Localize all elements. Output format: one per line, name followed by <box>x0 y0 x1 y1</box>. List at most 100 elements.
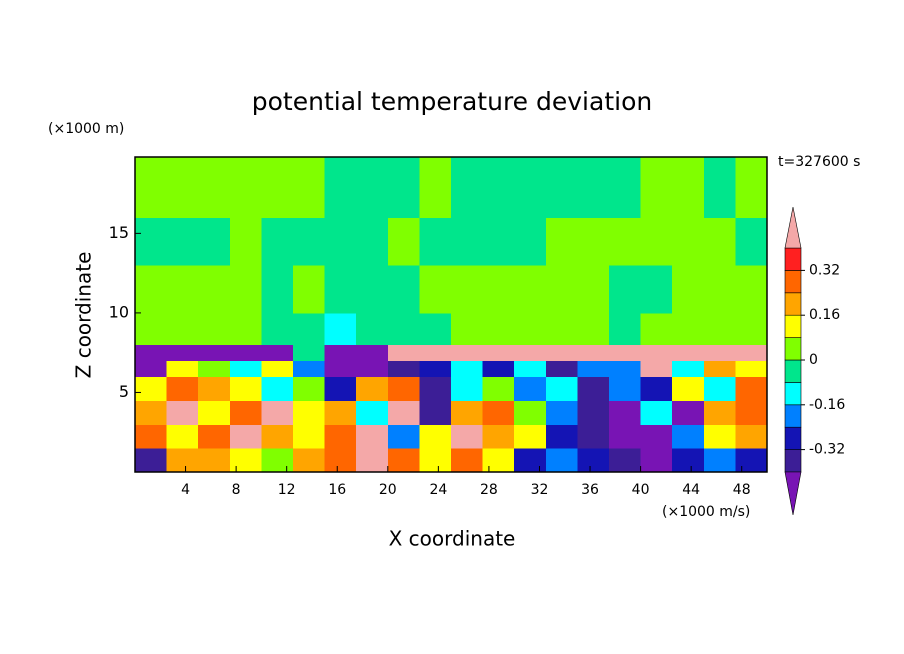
x-tick-label: 8 <box>232 482 241 498</box>
colorbar-extend-top <box>784 206 802 249</box>
field-cell <box>324 424 357 449</box>
field-cell <box>387 376 420 401</box>
field-cell <box>482 424 515 449</box>
field-cell <box>229 424 262 449</box>
field-cell <box>703 360 736 378</box>
field-cell <box>356 344 389 362</box>
field-cell <box>609 157 642 218</box>
field-cell <box>261 376 294 401</box>
field-cell <box>514 376 547 401</box>
field-cell <box>324 448 357 473</box>
field-cell <box>482 157 515 218</box>
field-cell <box>451 360 484 378</box>
x-tick-label: 4 <box>181 482 190 498</box>
field-cell <box>672 448 705 473</box>
field-cell <box>293 360 326 378</box>
field-cell <box>451 344 484 362</box>
field-cell <box>703 217 736 266</box>
field-cell <box>356 360 389 378</box>
colorbar-tick-label: -0.32 <box>809 442 845 458</box>
field-cell <box>166 157 199 218</box>
field-cell <box>324 360 357 378</box>
field-cell <box>514 312 547 346</box>
field-cell <box>229 344 262 362</box>
field-cell <box>387 344 420 362</box>
field-cell <box>198 376 231 401</box>
field-cell <box>166 424 199 449</box>
field-cell <box>356 217 389 266</box>
field-cell <box>482 448 515 473</box>
field-cell <box>545 448 578 473</box>
chart-title: potential temperature deviation <box>252 87 652 116</box>
colorbar-tick-label: 0.16 <box>809 307 840 323</box>
field-cell <box>672 217 705 266</box>
field-cell <box>672 157 705 218</box>
field-cell <box>419 344 452 362</box>
field-cell <box>198 344 231 362</box>
field-cell <box>735 265 768 314</box>
field-cell <box>514 448 547 473</box>
field-cell <box>135 360 168 378</box>
field-cell <box>166 217 199 266</box>
field-cell <box>229 400 262 425</box>
field-cell <box>324 376 357 401</box>
colorbar-band <box>784 247 802 271</box>
field-cell <box>261 360 294 378</box>
field-cell <box>261 344 294 362</box>
field-cell <box>451 157 484 218</box>
colorbar-band <box>784 382 802 406</box>
field-cell <box>293 217 326 266</box>
field-cell <box>135 448 168 473</box>
colorbar-band <box>784 359 802 383</box>
field-cell <box>672 424 705 449</box>
field-cell <box>261 217 294 266</box>
field-cell <box>703 376 736 401</box>
field-cell <box>640 360 673 378</box>
field-cell <box>482 265 515 314</box>
field-cell <box>356 400 389 425</box>
field-cell <box>419 376 452 401</box>
field-cell <box>198 312 231 346</box>
field-cell <box>387 400 420 425</box>
field-cell <box>609 217 642 266</box>
field-cell <box>672 312 705 346</box>
field-cell <box>198 360 231 378</box>
field-cell <box>514 265 547 314</box>
field-cell <box>387 424 420 449</box>
field-cell <box>640 312 673 346</box>
field-cell <box>451 312 484 346</box>
x-axis-label: X coordinate <box>389 527 516 551</box>
field-cell <box>482 344 515 362</box>
field-cell <box>577 448 610 473</box>
field-cell <box>609 376 642 401</box>
field-cell <box>703 265 736 314</box>
field-cell <box>166 344 199 362</box>
field-cell <box>640 424 673 449</box>
field-cell <box>135 312 168 346</box>
field-cell <box>735 360 768 378</box>
field-cell <box>229 360 262 378</box>
field-cell <box>324 265 357 314</box>
x-tick-label: 44 <box>682 482 700 498</box>
field-cell <box>640 400 673 425</box>
field-cell <box>198 400 231 425</box>
field-cell <box>293 376 326 401</box>
field-cell <box>609 265 642 314</box>
x-tick-label: 24 <box>429 482 447 498</box>
field-cell <box>135 157 168 218</box>
field-cell <box>356 312 389 346</box>
field-cell <box>577 360 610 378</box>
field-cell <box>735 400 768 425</box>
field-cell <box>356 448 389 473</box>
field-cell <box>672 360 705 378</box>
field-cell <box>229 312 262 346</box>
x-tick-label: 36 <box>581 482 599 498</box>
field-cell <box>703 157 736 218</box>
field-cell <box>735 448 768 473</box>
field-cell <box>166 265 199 314</box>
field-cell <box>356 424 389 449</box>
field-cell <box>451 217 484 266</box>
field-cell <box>640 265 673 314</box>
field-cell <box>545 400 578 425</box>
colorbar-band <box>784 270 802 294</box>
